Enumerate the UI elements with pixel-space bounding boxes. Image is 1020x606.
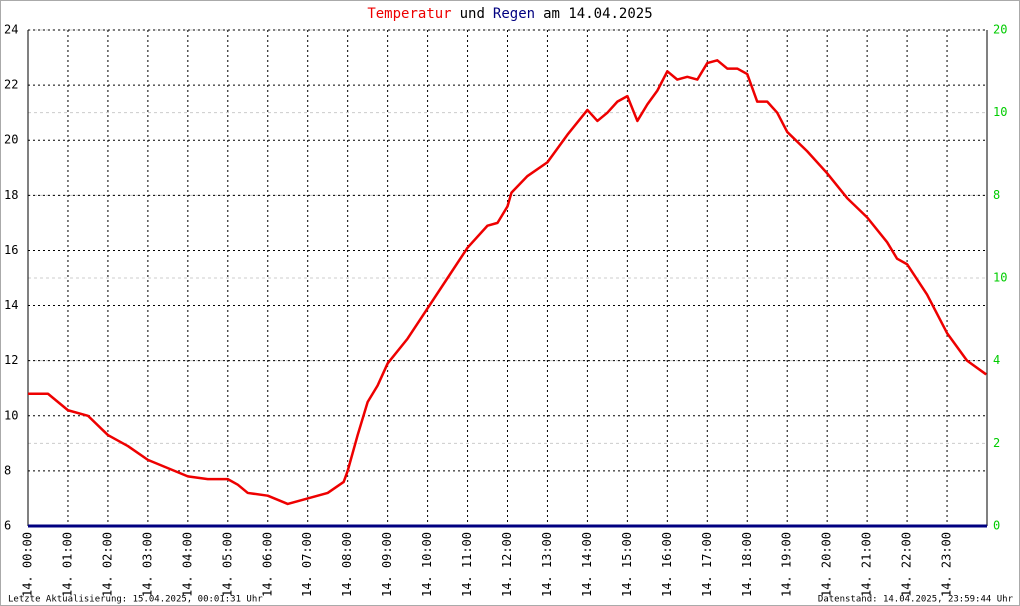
x-tick-label: 14. 22:00 bbox=[900, 532, 914, 597]
footer-left: Letzte Aktualisierung: 15.04.2025, 00:01… bbox=[8, 595, 263, 605]
x-tick-label: 14. 14:00 bbox=[580, 532, 594, 597]
y2-tick-label: 10 bbox=[993, 105, 1007, 119]
y-tick-label: 10 bbox=[4, 408, 18, 422]
y-tick-label: 8 bbox=[4, 463, 11, 477]
footer-right: Datenstand: 14.04.2025, 23:59:44 Uhr bbox=[818, 595, 1014, 605]
y-tick-label: 20 bbox=[4, 133, 18, 147]
x-tick-label: 14. 04:00 bbox=[180, 532, 194, 597]
chart-title: Temperatur und Regen am 14.04.2025 bbox=[367, 6, 652, 22]
x-tick-label: 14. 13:00 bbox=[540, 532, 554, 597]
x-tick-label: 14. 15:00 bbox=[620, 532, 634, 597]
x-tick-label: 14. 20:00 bbox=[820, 532, 834, 597]
x-tick-label: 14. 18:00 bbox=[740, 532, 754, 597]
y-tick-label: 22 bbox=[4, 78, 18, 92]
x-tick-label: 14. 17:00 bbox=[700, 532, 714, 597]
x-tick-label: 14. 21:00 bbox=[860, 532, 874, 597]
y-tick-label: 14 bbox=[4, 298, 18, 312]
y2-tick-label: 4 bbox=[993, 353, 1000, 367]
x-tick-label: 14. 05:00 bbox=[220, 532, 234, 597]
x-tick-label: 14. 10:00 bbox=[420, 532, 434, 597]
x-tick-label: 14. 01:00 bbox=[60, 532, 74, 597]
x-tick-label: 14. 11:00 bbox=[460, 532, 474, 597]
x-tick-label: 14. 16:00 bbox=[660, 532, 674, 597]
x-tick-label: 14. 06:00 bbox=[260, 532, 274, 597]
y-tick-label: 16 bbox=[4, 243, 18, 257]
y-tick-label: 18 bbox=[4, 188, 18, 202]
y2-tick-label: 2 bbox=[993, 436, 1000, 450]
title-part: und bbox=[460, 6, 485, 22]
title-part: am 14.04.2025 bbox=[543, 6, 653, 22]
x-tick-label: 14. 03:00 bbox=[140, 532, 154, 597]
x-tick-label: 14. 07:00 bbox=[300, 532, 314, 597]
y2-tick-label: 8 bbox=[993, 188, 1000, 202]
y2-tick-label: 10 bbox=[993, 271, 1007, 285]
y-tick-label: 6 bbox=[4, 519, 11, 533]
x-tick-label: 14. 00:00 bbox=[21, 532, 35, 597]
x-tick-label: 14. 02:00 bbox=[100, 532, 114, 597]
y-tick-label: 12 bbox=[4, 353, 18, 367]
y2-tick-label: 20 bbox=[993, 23, 1007, 37]
x-tick-label: 14. 09:00 bbox=[380, 532, 394, 597]
series-line bbox=[28, 59, 987, 506]
y2-tick-label: 0 bbox=[993, 519, 1000, 533]
x-tick-label: 14. 19:00 bbox=[780, 532, 794, 597]
title-part: Temperatur bbox=[367, 6, 451, 22]
x-tick-label: 14. 12:00 bbox=[500, 532, 514, 597]
x-tick-label: 14. 08:00 bbox=[340, 532, 354, 597]
y-tick-label: 24 bbox=[4, 23, 18, 37]
title-part: Regen bbox=[493, 6, 535, 22]
x-tick-label: 14. 23:00 bbox=[940, 532, 954, 597]
